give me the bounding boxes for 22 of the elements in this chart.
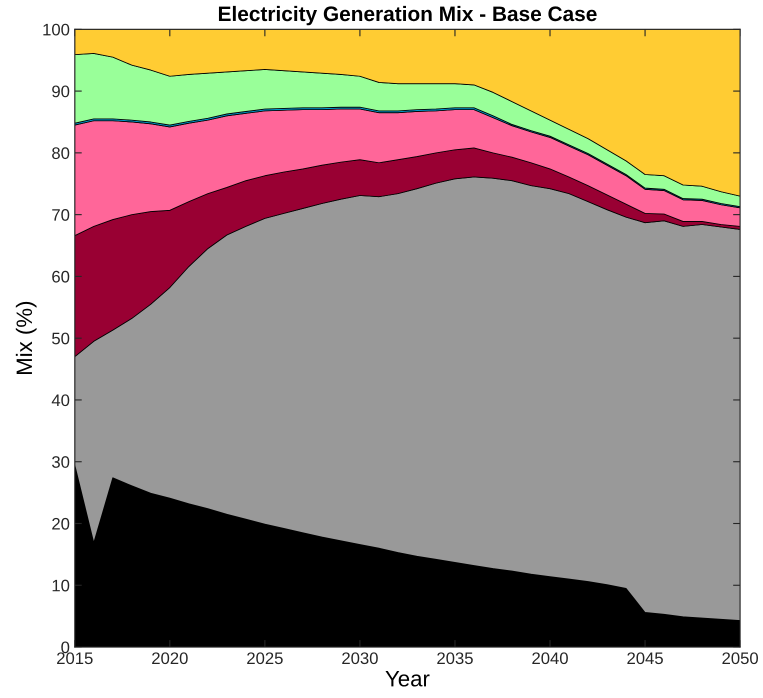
x-tick-label: 2030 (342, 652, 378, 664)
y-tick-label: 20 (52, 518, 70, 530)
x-tick-label: 2050 (722, 652, 758, 664)
y-tick-label: 60 (52, 270, 70, 283)
y-tick-label: 90 (52, 85, 70, 98)
y-tick-label: 30 (52, 456, 70, 468)
y-tick-label: 70 (52, 209, 70, 221)
x-tick-label: 2020 (152, 652, 188, 664)
y-tick-label: 80 (52, 147, 70, 160)
y-tick-label: 0 (61, 641, 70, 654)
x-tick-label: 2040 (532, 652, 568, 664)
x-tick-label: 2015 (57, 652, 93, 664)
x-tick-label: 2035 (437, 652, 473, 664)
y-axis-title: Mix (%) (16, 302, 37, 374)
x-axis-title: Year (385, 671, 430, 687)
y-tick-label: 40 (52, 394, 70, 406)
chart-title: Electricity Generation Mix - Base Case (218, 6, 597, 26)
x-tick-label: 2045 (627, 652, 663, 664)
y-tick-label: 10 (52, 580, 70, 592)
x-tick-label: 2025 (247, 652, 283, 664)
y-tick-label: 50 (52, 332, 70, 344)
y-tick-label: 100 (43, 24, 70, 36)
